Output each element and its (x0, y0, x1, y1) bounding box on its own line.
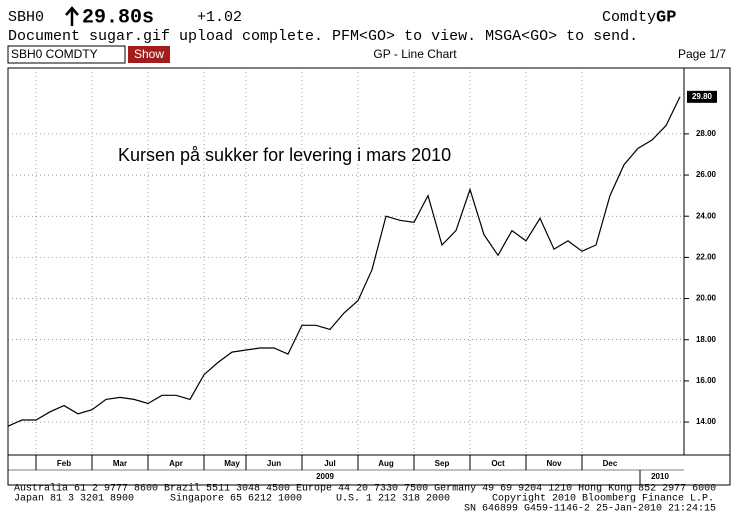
x-tick-label: Apr (169, 459, 183, 468)
footer-japan: Japan 81 3 3201 8900 (14, 494, 134, 505)
footer-us: U.S. 1 212 318 2000 (336, 494, 450, 505)
security-input-text: SBH0 COMDTY (11, 47, 98, 61)
message: Document sugar.gif upload complete. PFM<… (8, 28, 638, 45)
last-value-label: 29.80 (692, 92, 713, 101)
annotation: Kursen på sukker for levering i mars 201… (118, 145, 451, 165)
change: +1.02 (197, 9, 242, 26)
x-tick-label: Jul (324, 459, 336, 468)
market: Comdty (602, 9, 656, 26)
footer-serial: SN 646899 G459-1146-2 25-Jan-2010 21:24:… (464, 504, 716, 515)
x-tick-label: Feb (57, 459, 71, 468)
y-tick-label: 26.00 (696, 170, 717, 179)
year-label: 2009 (316, 472, 334, 481)
y-tick-label: 14.00 (696, 417, 717, 426)
x-tick-label: Sep (435, 459, 450, 468)
y-tick-label: 28.00 (696, 129, 717, 138)
plot-frame (7, 67, 731, 486)
last-value-box (687, 90, 717, 103)
x-tick-label: Aug (378, 459, 394, 468)
x-tick-label: Oct (491, 459, 505, 468)
y-tick-label: 16.00 (696, 376, 717, 385)
show-button-label: Show (134, 47, 164, 61)
year-label: 2010 (651, 472, 669, 481)
price: 29.80s (82, 6, 154, 29)
footer-copyright: Copyright 2010 Bloomberg Finance L.P. (492, 493, 714, 505)
y-tick-label: 24.00 (696, 211, 717, 220)
y-tick-label: 22.00 (696, 252, 717, 261)
x-tick-label: Nov (546, 459, 562, 468)
footer-singapore: Singapore 65 6212 1000 (170, 493, 302, 505)
ticker: SBH0 (8, 9, 44, 26)
page-indicator: Page 1/7 (678, 47, 726, 61)
up-arrow (65, 6, 79, 26)
x-tick-label: Jun (267, 459, 281, 468)
x-tick-label: Mar (113, 459, 127, 468)
price-line (7, 96, 681, 427)
function-code: GP (656, 8, 676, 27)
screen-title: GP - Line Chart (373, 47, 457, 61)
x-tick-label: May (224, 459, 240, 468)
show-button[interactable] (128, 46, 170, 63)
security-input[interactable] (7, 45, 126, 64)
footer-contacts: Australia 61 2 9777 8600 Brazil 5511 304… (14, 483, 716, 495)
y-tick-label: 18.00 (696, 335, 717, 344)
x-tick-label: Dec (603, 459, 618, 468)
y-tick-label: 20.00 (696, 294, 717, 303)
